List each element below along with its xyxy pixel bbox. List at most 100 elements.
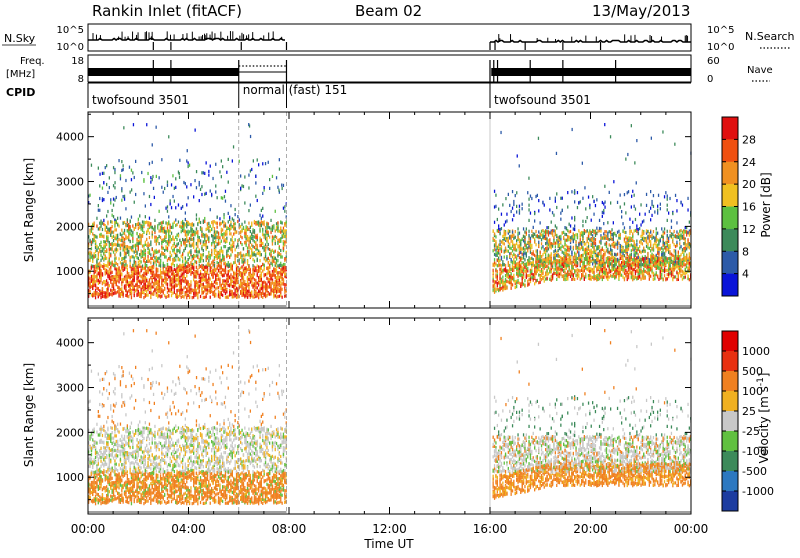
echo-cell bbox=[117, 223, 118, 226]
echo-cell bbox=[143, 272, 144, 275]
echo-cell bbox=[128, 281, 129, 284]
echo-cell bbox=[247, 237, 248, 240]
echo-cell bbox=[100, 259, 101, 262]
echo-cell bbox=[509, 230, 510, 233]
echo-cell bbox=[244, 221, 245, 224]
echo-cell bbox=[499, 259, 500, 262]
echo-cell bbox=[511, 268, 512, 271]
echo-cell bbox=[283, 247, 284, 250]
echo-cell bbox=[124, 242, 125, 245]
echo-cell bbox=[494, 239, 495, 242]
echo-cell bbox=[262, 207, 263, 210]
cpid-label: CPID bbox=[6, 86, 35, 99]
echo-cell bbox=[149, 222, 150, 225]
echo-cell bbox=[102, 295, 103, 298]
echo-cell bbox=[217, 236, 218, 239]
echo-cell bbox=[150, 266, 151, 269]
echo-cell bbox=[556, 271, 557, 274]
echo-cell bbox=[270, 277, 271, 280]
echo-cell bbox=[235, 257, 236, 260]
echo-cell bbox=[175, 206, 176, 209]
echo-cell bbox=[512, 231, 513, 234]
echo-cell bbox=[163, 279, 164, 282]
echo-cell bbox=[261, 278, 262, 281]
echo-cell bbox=[497, 218, 498, 221]
echo-cell bbox=[172, 244, 173, 247]
echo-cell bbox=[246, 286, 247, 289]
echo-cell bbox=[494, 205, 495, 208]
echo-cell bbox=[509, 246, 510, 249]
echo-cell bbox=[168, 273, 169, 276]
echo-cell bbox=[176, 284, 177, 287]
echo-cell bbox=[248, 253, 249, 256]
echo-cell bbox=[113, 239, 114, 242]
echo-cell bbox=[149, 162, 150, 165]
echo-cell bbox=[508, 273, 509, 276]
echo-cell bbox=[130, 232, 131, 235]
echo-cell bbox=[114, 199, 115, 202]
echo-cell bbox=[110, 220, 111, 223]
echo-cell bbox=[218, 269, 219, 272]
echo-cell bbox=[204, 273, 205, 276]
echo-cell bbox=[199, 290, 200, 293]
echo-cell bbox=[240, 251, 241, 254]
echo-cell bbox=[171, 267, 172, 270]
echo-cell bbox=[212, 220, 213, 223]
echo-cell bbox=[266, 231, 267, 234]
echo-cell bbox=[131, 290, 132, 293]
echo-cell bbox=[95, 240, 96, 243]
echo-cell bbox=[261, 274, 262, 277]
echo-cell bbox=[131, 267, 132, 270]
echo-cell bbox=[190, 273, 191, 276]
echo-cell bbox=[250, 236, 251, 239]
echo-cell bbox=[546, 241, 547, 244]
echo-cell bbox=[174, 248, 175, 251]
echo-cell bbox=[541, 238, 542, 241]
echo-cell bbox=[136, 239, 137, 242]
echo-cell bbox=[103, 240, 104, 243]
echo-cell bbox=[159, 222, 160, 225]
echo-cell bbox=[226, 237, 227, 240]
echo-cell bbox=[142, 275, 143, 278]
echo-cell bbox=[250, 240, 251, 243]
echo-cell bbox=[531, 244, 532, 247]
echo-cell bbox=[258, 294, 259, 297]
echo-cell bbox=[261, 295, 262, 298]
echo-cell bbox=[257, 264, 258, 267]
echo-cell bbox=[131, 229, 132, 232]
echo-cell bbox=[250, 294, 251, 297]
echo-cell bbox=[551, 246, 552, 249]
echo-cell bbox=[131, 284, 132, 287]
echo-cell bbox=[188, 239, 189, 242]
echo-cell bbox=[264, 294, 265, 297]
echo-cell bbox=[229, 247, 230, 250]
echo-cell bbox=[494, 232, 495, 235]
echo-cell bbox=[208, 222, 209, 225]
echo-cell bbox=[138, 257, 139, 260]
echo-cell bbox=[188, 258, 189, 261]
echo-cell bbox=[160, 254, 161, 257]
echo-cell bbox=[535, 272, 536, 275]
echo-cell bbox=[107, 231, 108, 234]
echo-cell bbox=[559, 263, 560, 266]
echo-cell bbox=[112, 225, 113, 228]
echo-cell bbox=[110, 254, 111, 257]
echo-cell bbox=[251, 294, 252, 297]
echo-cell bbox=[189, 223, 190, 226]
echo-cell bbox=[165, 221, 166, 224]
echo-cell bbox=[526, 270, 527, 273]
echo-cell bbox=[272, 242, 273, 245]
echo-cell bbox=[167, 263, 168, 266]
echo-cell bbox=[156, 259, 157, 262]
echo-cell bbox=[497, 247, 498, 250]
echo-cell bbox=[117, 272, 118, 275]
echo-cell bbox=[259, 292, 260, 295]
echo-cell bbox=[103, 291, 104, 294]
echo-cell bbox=[225, 245, 226, 248]
echo-cell bbox=[192, 222, 193, 225]
echo-cell bbox=[250, 226, 251, 229]
echo-cell bbox=[167, 229, 168, 232]
echo-cell bbox=[113, 287, 114, 290]
echo-cell bbox=[509, 278, 510, 281]
